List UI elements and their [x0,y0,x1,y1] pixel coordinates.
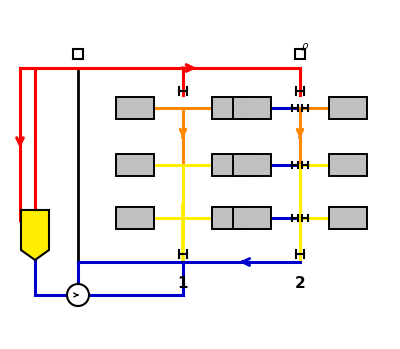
Bar [116,207,154,229]
Bar [329,154,367,176]
Bar [295,49,305,59]
Bar [116,97,154,119]
Bar [212,207,250,229]
Bar [212,154,250,176]
Text: 1: 1 [178,276,188,291]
Text: ρ: ρ [302,41,308,51]
Bar [116,154,154,176]
Polygon shape [21,210,49,260]
Bar [212,97,250,119]
Bar [73,49,83,59]
Bar [329,97,367,119]
Text: 2: 2 [295,276,305,291]
Circle shape [67,284,89,306]
Bar [233,97,271,119]
Bar [329,207,367,229]
Bar [233,154,271,176]
Bar [233,207,271,229]
